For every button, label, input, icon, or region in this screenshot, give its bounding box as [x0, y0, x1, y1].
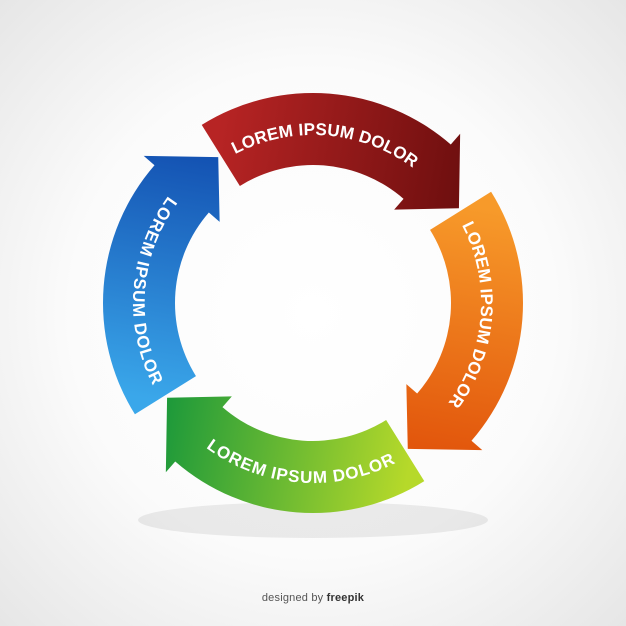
attribution-footer: designed by freepik	[0, 592, 626, 604]
attribution-prefix: designed by	[262, 592, 327, 604]
circular-arrow-cycle: LOREM IPSUM DOLORLOREM IPSUM DOLORLOREM …	[0, 0, 626, 626]
infographic-canvas: LOREM IPSUM DOLORLOREM IPSUM DOLORLOREM …	[0, 0, 626, 626]
attribution-brand: freepik	[327, 592, 364, 604]
